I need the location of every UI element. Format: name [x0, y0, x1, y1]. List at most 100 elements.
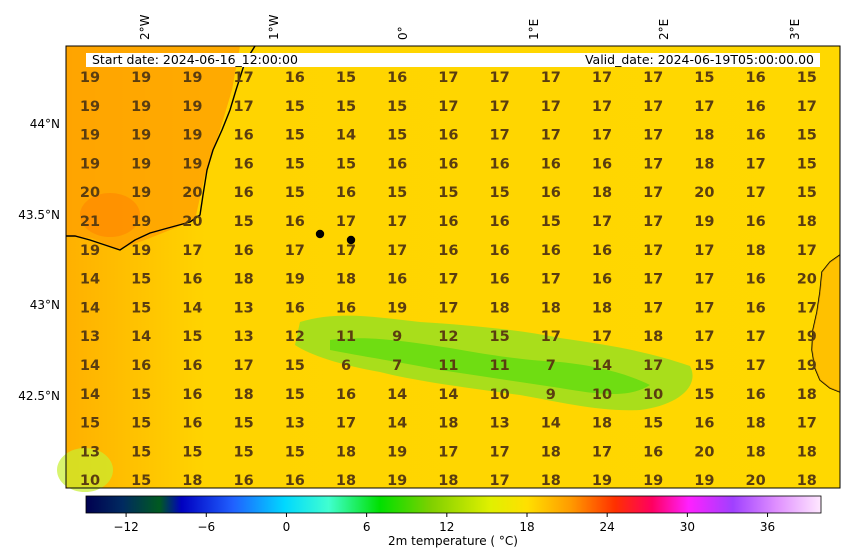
- temp-value: 16: [234, 156, 254, 172]
- temp-value: 15: [285, 99, 305, 115]
- temp-value: 19: [592, 473, 612, 489]
- temp-value: 18: [797, 473, 817, 489]
- temp-value: 17: [541, 70, 561, 86]
- temp-value: 16: [643, 444, 663, 460]
- colorbar-tick-label: 36: [760, 520, 775, 534]
- temp-value: 15: [336, 156, 356, 172]
- temp-value: 19: [387, 444, 407, 460]
- lat-label-44n: 44°N: [30, 117, 60, 131]
- temp-value: 16: [234, 243, 254, 259]
- temp-value: 15: [336, 70, 356, 86]
- temp-value: 15: [234, 444, 254, 460]
- temp-value: 17: [438, 70, 458, 86]
- temp-value: 15: [797, 70, 817, 86]
- temp-value: 15: [182, 444, 202, 460]
- temp-value: 17: [438, 444, 458, 460]
- temp-value: 17: [643, 243, 663, 259]
- temp-value: 16: [490, 156, 510, 172]
- temp-value: 15: [182, 329, 202, 345]
- temp-value: 16: [746, 214, 766, 230]
- temp-value: 15: [694, 387, 714, 403]
- temp-value: 17: [490, 70, 510, 86]
- temp-value: 19: [131, 99, 151, 115]
- temp-value: 17: [490, 128, 510, 144]
- temp-value: 20: [694, 444, 714, 460]
- temp-value: 18: [746, 243, 766, 259]
- temp-value: 19: [694, 214, 714, 230]
- temp-value: 17: [694, 329, 714, 345]
- temp-value: 7: [392, 358, 402, 374]
- temp-value: 15: [285, 128, 305, 144]
- temp-value: 17: [643, 99, 663, 115]
- temp-value: 17: [234, 70, 254, 86]
- date-strip: [86, 53, 820, 67]
- temp-value: 16: [285, 473, 305, 489]
- temp-value: 19: [387, 300, 407, 316]
- temp-value: 19: [182, 99, 202, 115]
- colorbar-tick-label: −12: [113, 520, 138, 534]
- temp-value: 19: [131, 156, 151, 172]
- temp-value: 10: [490, 387, 510, 403]
- temp-value: 16: [490, 272, 510, 288]
- temp-value: 15: [797, 128, 817, 144]
- colorbar-tick-label: 24: [600, 520, 615, 534]
- temp-value: 15: [541, 214, 561, 230]
- temp-value: 19: [387, 473, 407, 489]
- temp-value: 13: [80, 444, 100, 460]
- temp-value: 9: [392, 329, 402, 345]
- temp-value: 16: [285, 300, 305, 316]
- colorbar-tick-label: 30: [680, 520, 695, 534]
- lon-label-1e: 1°E: [527, 19, 541, 40]
- temp-value: 18: [694, 128, 714, 144]
- temp-value: 15: [285, 444, 305, 460]
- temp-value: 13: [490, 416, 510, 432]
- temp-value: 15: [131, 416, 151, 432]
- temp-value: 14: [387, 387, 407, 403]
- temp-value: 16: [746, 99, 766, 115]
- temp-value: 17: [234, 99, 254, 115]
- temp-value: 16: [131, 358, 151, 374]
- mediterranean-sea: [812, 255, 840, 392]
- temp-value: 16: [336, 300, 356, 316]
- city-marker-2: [346, 235, 356, 245]
- temp-value: 17: [541, 99, 561, 115]
- temp-value: 13: [234, 329, 254, 345]
- temp-value: 13: [285, 416, 305, 432]
- temp-value: 17: [541, 128, 561, 144]
- temp-value: 17: [746, 358, 766, 374]
- temp-value: 17: [643, 214, 663, 230]
- temp-value: 18: [336, 473, 356, 489]
- temp-value: 16: [387, 272, 407, 288]
- temp-value: 14: [131, 329, 151, 345]
- temp-value: 16: [746, 300, 766, 316]
- temp-value: 17: [490, 473, 510, 489]
- temp-value: 6: [341, 358, 351, 374]
- colorbar-tick-label: 12: [439, 520, 454, 534]
- temp-value: 18: [336, 272, 356, 288]
- temp-value: 17: [490, 99, 510, 115]
- temp-value: 19: [285, 272, 305, 288]
- colorbar-tick-label: −6: [197, 520, 215, 534]
- temp-value: 11: [336, 329, 356, 345]
- temp-value: 16: [541, 156, 561, 172]
- temp-value: 17: [694, 243, 714, 259]
- temp-value: 18: [592, 185, 612, 201]
- temp-value: 17: [746, 185, 766, 201]
- temp-value: 16: [592, 272, 612, 288]
- temp-value: 17: [643, 156, 663, 172]
- temp-value: 17: [643, 272, 663, 288]
- temp-value: 17: [694, 300, 714, 316]
- temp-value: 10: [592, 387, 612, 403]
- temp-value: 18: [438, 473, 458, 489]
- temp-value: 18: [694, 156, 714, 172]
- temp-value: 14: [541, 416, 561, 432]
- temp-value: 18: [797, 444, 817, 460]
- temp-value: 15: [490, 329, 510, 345]
- colorbar-tick-label: 18: [519, 520, 534, 534]
- lon-label-2e: 2°E: [657, 19, 671, 40]
- temp-value: 15: [387, 99, 407, 115]
- temp-value: 15: [234, 416, 254, 432]
- temp-value: 20: [694, 185, 714, 201]
- temp-value: 14: [438, 387, 458, 403]
- lat-label-43-5n: 43.5°N: [18, 208, 60, 222]
